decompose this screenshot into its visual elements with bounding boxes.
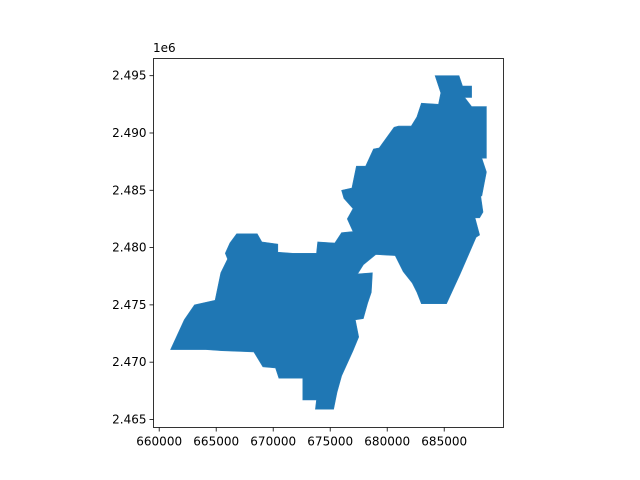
y-tick-label: 2.475 — [112, 298, 146, 312]
plot-area — [170, 75, 487, 410]
x-tick-label: 665000 — [193, 435, 239, 449]
y-tick-label: 2.465 — [112, 412, 146, 426]
x-tick-label: 660000 — [136, 435, 182, 449]
x-tick-label: 680000 — [364, 435, 410, 449]
y-tick-label: 2.480 — [112, 241, 146, 255]
y-axis: 2.465 2.470 2.475 2.480 2.485 2.490 2.495 — [112, 69, 154, 426]
x-axis: 660000 665000 670000 675000 680000 685000 — [136, 427, 467, 449]
x-tick-label: 685000 — [421, 435, 467, 449]
x-tick-label: 675000 — [307, 435, 353, 449]
y-tick-label: 2.495 — [112, 69, 146, 83]
x-tick-label: 670000 — [250, 435, 296, 449]
y-tick-label: 2.485 — [112, 183, 146, 197]
y-tick-label: 2.490 — [112, 126, 146, 140]
y-tick-label: 2.470 — [112, 355, 146, 369]
axes-frame — [153, 58, 504, 428]
region-polygon — [170, 75, 487, 410]
y-offset-label: 1e6 — [153, 41, 176, 55]
